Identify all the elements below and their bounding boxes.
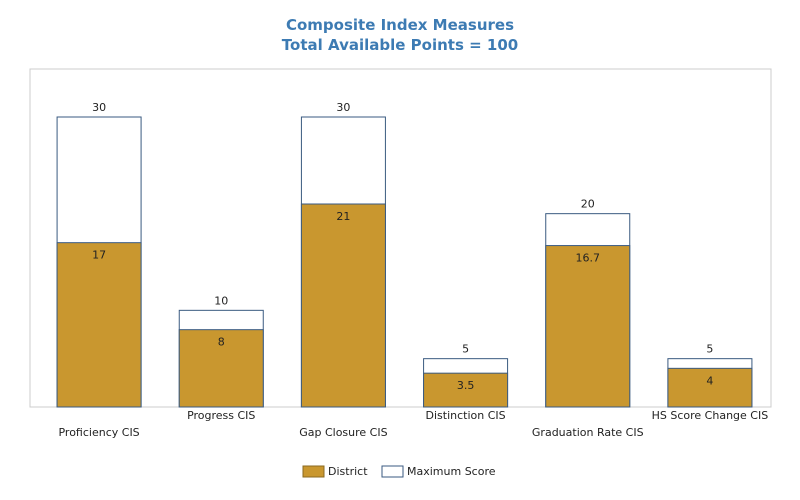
value-label-maximum-score-gap-closure-cis: 30 bbox=[336, 101, 350, 114]
value-label-district-gap-closure-cis: 21 bbox=[336, 210, 350, 223]
value-label-maximum-score-hs-score-change-cis: 5 bbox=[706, 343, 713, 356]
bar-district-graduation-rate-cis bbox=[545, 245, 631, 408]
plot-frame bbox=[29, 68, 772, 408]
value-label-district-hs-score-change-cis: 4 bbox=[706, 374, 713, 387]
value-label-maximum-score-distinction-cis: 5 bbox=[462, 343, 469, 356]
labels-group: 30 17 Proficiency CIS 10 8 Progress CIS 30 21 Ga… bbox=[58, 101, 768, 439]
bar-district-gap-closure-cis bbox=[300, 203, 386, 408]
value-label-maximum-score-graduation-rate-cis: 20 bbox=[581, 198, 595, 211]
category-label-gap-closure-cis: Gap Closure CIS bbox=[299, 426, 387, 439]
bars-group bbox=[56, 116, 753, 408]
bar-district-progress-cis bbox=[178, 329, 264, 408]
legend: District Maximum Score bbox=[302, 465, 496, 478]
chart-subtitle: Total Available Points = 100 bbox=[282, 36, 518, 54]
category-label-hs-score-change-cis: HS Score Change CIS bbox=[652, 409, 769, 422]
category-label-graduation-rate-cis: Graduation Rate CIS bbox=[532, 426, 644, 439]
bar-district-proficiency-cis bbox=[56, 242, 142, 408]
legend-label-maximum-score: Maximum Score bbox=[407, 465, 496, 478]
bar-district-hs-score-change-cis bbox=[667, 367, 753, 408]
legend-label-district: District bbox=[328, 465, 368, 478]
value-label-district-distinction-cis: 3.5 bbox=[457, 379, 475, 392]
bar-district-distinction-cis bbox=[423, 372, 509, 408]
category-label-distinction-cis: Distinction CIS bbox=[426, 409, 506, 422]
category-label-progress-cis: Progress CIS bbox=[187, 409, 255, 422]
chart-title: Composite Index Measures bbox=[286, 16, 514, 34]
legend-swatch-maximum-score bbox=[381, 465, 404, 478]
value-label-maximum-score-progress-cis: 10 bbox=[214, 294, 228, 307]
value-label-maximum-score-proficiency-cis: 30 bbox=[92, 101, 106, 114]
value-label-district-progress-cis: 8 bbox=[218, 336, 225, 349]
value-label-district-graduation-rate-cis: 16.7 bbox=[576, 252, 601, 265]
category-label-proficiency-cis: Proficiency CIS bbox=[58, 426, 139, 439]
legend-swatch-district bbox=[302, 465, 325, 478]
value-label-district-proficiency-cis: 17 bbox=[92, 249, 106, 262]
